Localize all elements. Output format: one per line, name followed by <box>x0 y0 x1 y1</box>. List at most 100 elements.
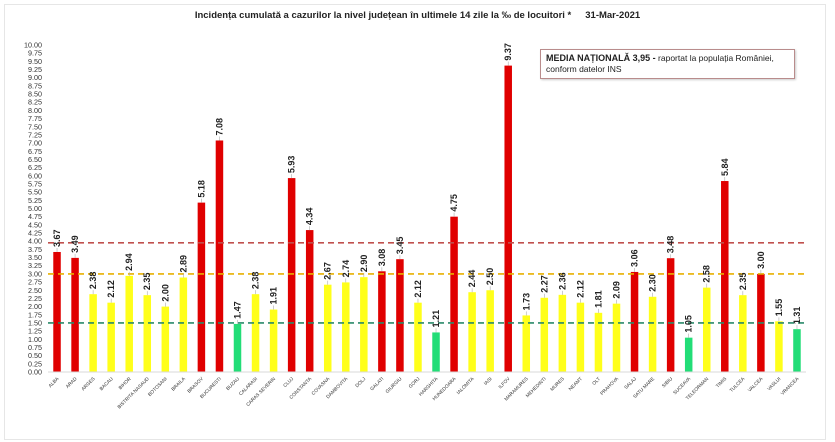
x-tick-label: DOLJ <box>354 376 367 389</box>
x-tick-label: IALOMITA <box>456 376 476 396</box>
y-tick-label: 9.25 <box>28 65 42 74</box>
y-tick-label: 4.25 <box>28 229 42 238</box>
bar-vrancea <box>793 329 801 372</box>
bar-arad <box>71 257 79 372</box>
y-tick-label: 1.75 <box>28 310 42 319</box>
y-tick-label: 8.50 <box>28 90 42 99</box>
bar-caras-severin <box>269 309 278 372</box>
bar-sibiu <box>666 258 675 372</box>
value-label: 5.18 <box>196 180 206 198</box>
y-tick-label: 9.75 <box>28 49 42 58</box>
x-tick-label: VALCEA <box>747 376 765 394</box>
value-label: 2.74 <box>341 260 351 278</box>
bar-harghita <box>432 332 440 372</box>
value-label: 2.94 <box>124 253 134 271</box>
y-tick-label: 7.75 <box>28 114 42 123</box>
bar-constanta <box>305 230 314 372</box>
chart-frame <box>4 4 826 440</box>
y-tick-label: 6.25 <box>28 163 42 172</box>
value-label: 2.38 <box>88 272 98 290</box>
bar-ilfov <box>504 65 512 372</box>
y-tick-label: 1.50 <box>28 318 42 327</box>
x-tick-label: GALATI <box>369 376 385 392</box>
bar-timis <box>721 181 729 372</box>
x-tick-label: CARAS SEVERIN <box>245 376 277 408</box>
y-tick-label: 7.25 <box>28 130 42 139</box>
bar-alba <box>53 251 61 372</box>
y-tick-label: 2.00 <box>28 302 42 311</box>
y-tick-label: 3.00 <box>28 269 42 278</box>
value-label: 1.91 <box>269 287 279 305</box>
value-label: 1.05 <box>684 315 694 333</box>
y-tick-label: 8.25 <box>28 98 42 107</box>
value-label: 1.47 <box>233 301 243 319</box>
bar-maramures <box>522 315 531 372</box>
national-average-description: raportat la populația României, conform … <box>546 53 774 74</box>
x-tick-label: SALAJ <box>623 376 638 391</box>
y-tick-label: 2.75 <box>28 278 42 287</box>
y-tick-label: 6.50 <box>28 155 42 164</box>
x-tick-label: CLUJ <box>282 376 295 389</box>
bar-ialomita <box>468 292 476 372</box>
value-label: 3.48 <box>666 236 676 254</box>
value-label: 2.35 <box>142 273 152 291</box>
y-tick-label: 10.00 <box>24 41 42 50</box>
x-tick-label: MURES <box>549 376 565 392</box>
y-tick-label: 0.00 <box>28 368 42 377</box>
x-tick-label: VRANCEA <box>780 376 801 397</box>
bar-botosani <box>161 306 170 372</box>
x-tick-label: BRASOV <box>186 376 205 395</box>
y-tick-label: 4.75 <box>28 212 42 221</box>
y-tick-label: 7.50 <box>28 122 42 131</box>
x-tick-label: BRAILA <box>170 376 187 393</box>
y-tick-label: 0.75 <box>28 343 42 352</box>
value-label: 1.21 <box>431 310 441 328</box>
y-tick-label: 2.50 <box>28 286 42 295</box>
x-tick-label: GIURGIU <box>385 376 404 395</box>
value-label: 7.08 <box>214 118 224 136</box>
value-label: 4.75 <box>449 194 459 212</box>
bar-gorj <box>414 302 422 372</box>
y-tick-label: 9.50 <box>28 57 42 66</box>
value-label: 2.30 <box>648 274 658 292</box>
y-tick-label: 3.75 <box>28 245 42 254</box>
national-average-annotation: MEDIA NAȚIONALĂ 3,95 - raportat la popul… <box>540 49 795 79</box>
bar-mures <box>558 294 567 372</box>
value-label: 1.81 <box>593 290 603 308</box>
x-tick-label: BISTRITA NASAUD <box>117 376 152 411</box>
value-label: 3.45 <box>395 237 405 255</box>
y-tick-label: 7.00 <box>28 139 42 148</box>
value-label: 9.37 <box>503 43 513 61</box>
bar-cluj <box>287 178 296 372</box>
value-label: 1.55 <box>774 299 784 317</box>
bar-bihor <box>125 275 133 372</box>
chart-title-text: Incidența cumulată a cazurilor la nivel … <box>194 10 572 21</box>
x-tick-label: OLT <box>591 376 602 387</box>
value-label: 2.50 <box>485 268 495 286</box>
reference-lines <box>48 242 806 324</box>
y-tick-label: 8.75 <box>28 81 42 90</box>
bar-olt <box>594 312 603 372</box>
x-tick-label: ARGES <box>80 376 96 392</box>
x-tick-label: TULCEA <box>729 376 747 394</box>
y-tick-label: 5.25 <box>28 196 42 205</box>
y-tick-label: 5.75 <box>28 179 42 188</box>
value-label: 2.00 <box>160 284 170 302</box>
bar-bacau <box>107 302 115 372</box>
bar-covasna <box>323 284 332 372</box>
bar-bistrita-nasaud <box>143 295 152 372</box>
value-label: 2.12 <box>413 280 423 298</box>
y-tick-label: 2.25 <box>28 294 42 303</box>
bar-giurgiu <box>396 259 404 372</box>
y-tick-label: 1.00 <box>28 335 42 344</box>
value-label: 2.38 <box>251 272 261 290</box>
y-tick-label: 3.50 <box>28 253 42 262</box>
value-label: 2.35 <box>738 273 748 291</box>
y-tick-label: 1.25 <box>28 327 42 336</box>
value-label: 4.34 <box>305 208 315 226</box>
y-tick-label: 4.00 <box>28 237 42 246</box>
y-tick-label: 5.00 <box>28 204 42 213</box>
value-label: 3.49 <box>70 235 80 253</box>
value-label: 1.31 <box>792 307 802 325</box>
